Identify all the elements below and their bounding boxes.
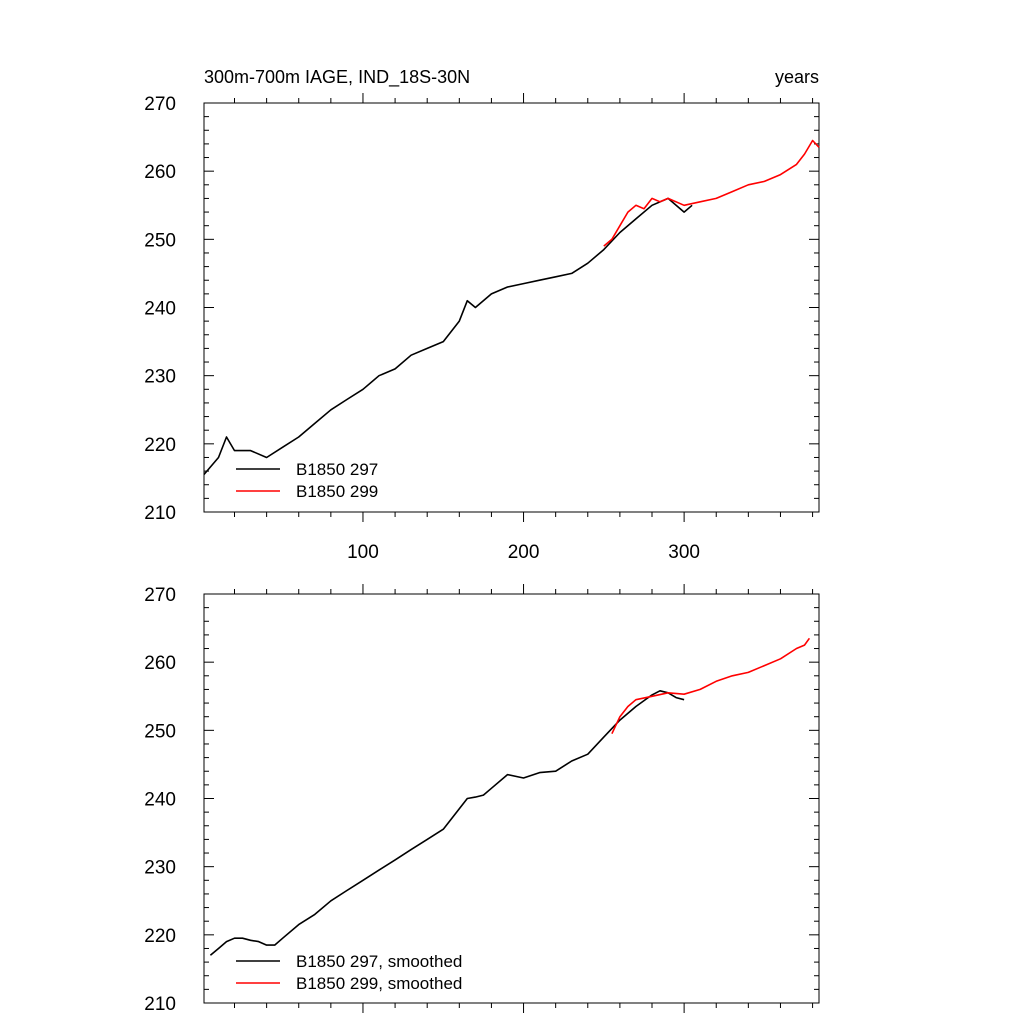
axis-ticks — [204, 584, 819, 1013]
y-tick-label: 270 — [144, 94, 176, 115]
plot-frame — [203, 102, 820, 513]
y-tick-labels: 210 220 230 240 250 260 270 — [144, 585, 176, 1015]
axis-ticks — [204, 93, 819, 522]
legend-entry: B1850 299 — [296, 482, 378, 501]
units-label: years — [775, 67, 819, 87]
series-line-1 — [603, 139, 820, 247]
x-tick-label: 300 — [668, 542, 700, 563]
y-tick-label: 230 — [144, 367, 176, 388]
y-tick-label: 240 — [144, 790, 176, 811]
y-tick-label: 260 — [144, 653, 176, 674]
legend-entry: B1850 299, smoothed — [296, 974, 462, 993]
y-tick-label: 210 — [144, 503, 176, 524]
plot-frame — [203, 593, 820, 1004]
y-tick-label: 220 — [144, 926, 176, 947]
legend: B1850 297, smoothed B1850 299, smoothed — [236, 952, 462, 993]
y-tick-label: 260 — [144, 162, 176, 183]
chart-title: 300m-700m IAGE, IND_18S-30N — [204, 67, 470, 88]
top-panel: 300m-700m IAGE, IND_18S-30N years 210 220… — [144, 67, 820, 563]
series-lines — [203, 139, 820, 476]
y-tick-label: 270 — [144, 585, 176, 606]
y-tick-label: 250 — [144, 721, 176, 742]
y-tick-label: 240 — [144, 299, 176, 320]
legend-entry: B1850 297 — [296, 460, 378, 479]
x-tick-label: 200 — [508, 542, 540, 563]
x-tick-labels: 100 200 300 — [347, 542, 700, 563]
y-tick-label: 220 — [144, 435, 176, 456]
series-line-1 — [611, 637, 811, 735]
y-tick-label: 230 — [144, 858, 176, 879]
bottom-panel: 210 220 230 240 250 260 270 B1850 297, smoothe… — [144, 584, 820, 1015]
series-lines — [209, 637, 811, 956]
legend-entry: B1850 297, smoothed — [296, 952, 462, 971]
legend: B1850 297 B1850 299 — [236, 460, 378, 501]
series-line-0 — [209, 689, 685, 956]
y-tick-label: 210 — [144, 994, 176, 1015]
y-tick-labels: 210 220 230 240 250 260 270 — [144, 94, 176, 524]
series-line-0 — [203, 197, 693, 476]
x-tick-label: 100 — [347, 542, 379, 563]
y-tick-label: 250 — [144, 230, 176, 251]
